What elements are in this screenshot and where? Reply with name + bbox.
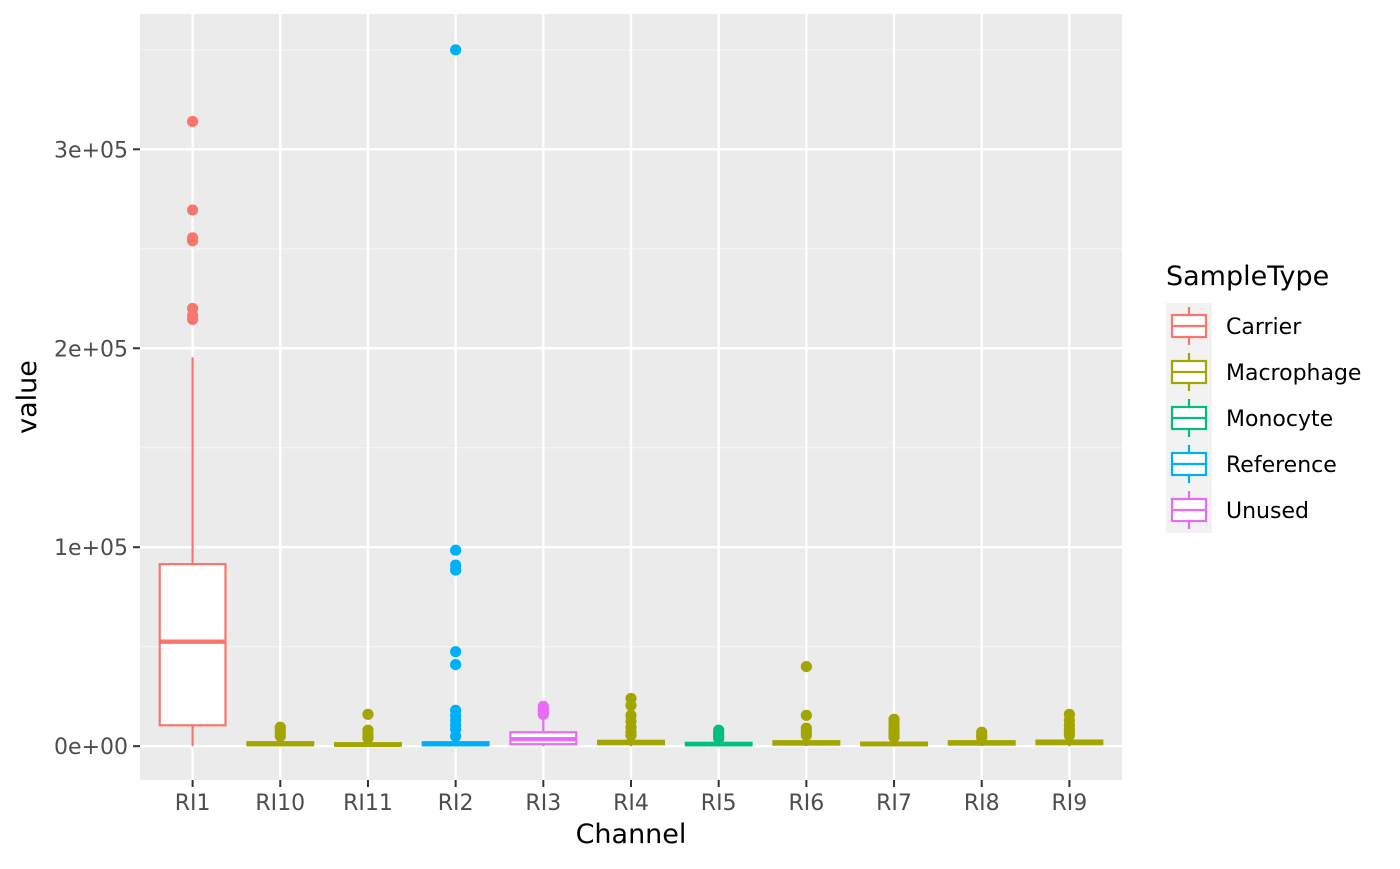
box-RI4 xyxy=(597,692,665,747)
box-RI10 xyxy=(246,721,315,747)
outlier-point xyxy=(450,564,462,576)
legend-item-carrier: Carrier xyxy=(1166,303,1302,349)
outlier-point xyxy=(362,732,374,744)
legend-label: Macrophage xyxy=(1226,361,1361,386)
outlier-point xyxy=(187,235,199,247)
legend-item-macrophage: Macrophage xyxy=(1166,349,1361,395)
y-tick-label: 0e+00 xyxy=(54,735,128,760)
legend-label: Unused xyxy=(1226,499,1309,524)
legend-item-reference: Reference xyxy=(1166,441,1337,487)
legend-title: SampleType xyxy=(1166,261,1329,292)
outlier-point xyxy=(450,730,462,742)
outlier-point xyxy=(450,44,462,56)
x-tick-label: RI11 xyxy=(343,791,393,816)
legend-items: Carrier Macrophage Monocyte Reference Unused xyxy=(1166,303,1361,533)
box-RI8 xyxy=(947,726,1016,747)
outlier-point xyxy=(800,660,812,673)
outlier-point xyxy=(362,708,374,720)
legend-label: Carrier xyxy=(1226,315,1302,340)
box-RI6 xyxy=(772,660,841,747)
outlier-point xyxy=(713,732,725,744)
legend: SampleType Carrier Macrophage Monocyte Refe… xyxy=(1166,261,1361,533)
outlier-point xyxy=(976,731,988,743)
x-tick-label: RI8 xyxy=(964,791,1000,816)
outlier-point xyxy=(537,708,549,720)
y-tick-label: 2e+05 xyxy=(54,337,128,362)
box-RI5 xyxy=(684,724,753,747)
x-tick-label: RI3 xyxy=(525,791,561,816)
box-RI7 xyxy=(860,713,929,747)
y-tick-label: 3e+05 xyxy=(54,138,128,163)
legend-item-monocyte: Monocyte xyxy=(1166,395,1333,441)
box-RI9 xyxy=(1035,708,1104,747)
outlier-point xyxy=(450,544,462,556)
x-tick-label: RI10 xyxy=(255,791,305,816)
outlier-point xyxy=(625,699,637,711)
x-tick-label: RI9 xyxy=(1052,791,1088,816)
x-tick-label: RI4 xyxy=(613,791,649,816)
outlier-point xyxy=(450,646,462,658)
outlier-point xyxy=(274,730,286,742)
box-iqr xyxy=(158,563,227,727)
legend-label: Monocyte xyxy=(1226,407,1333,432)
x-tick-label: RI1 xyxy=(175,791,211,816)
outlier-point xyxy=(450,659,462,671)
outlier-point xyxy=(888,731,900,743)
x-tick-label: RI2 xyxy=(438,791,474,816)
box-RI3 xyxy=(509,700,578,747)
legend-item-unused: Unused xyxy=(1166,487,1309,533)
x-tick-label: RI6 xyxy=(788,791,824,816)
y-axis-title: value xyxy=(12,360,43,434)
x-tick-label: RI5 xyxy=(701,791,737,816)
outlier-point xyxy=(187,115,199,128)
x-tick-label: RI7 xyxy=(876,791,912,816)
x-axis-title: Channel xyxy=(576,819,687,850)
outlier-point xyxy=(800,709,812,721)
outlier-point xyxy=(187,313,199,326)
outlier-point xyxy=(1063,729,1075,741)
box-RI11 xyxy=(333,708,402,747)
outlier-point xyxy=(800,729,812,741)
box-RI1 xyxy=(158,115,227,747)
outlier-point xyxy=(625,729,637,741)
box-RI2 xyxy=(421,44,490,747)
y-axis: 0e+00 1e+05 2e+05 3e+05 xyxy=(54,138,140,760)
x-axis: RI1 RI10 RI11 RI2 RI3 RI4 RI5 RI6 RI7 RI8 RI9 xyxy=(175,780,1088,816)
outlier-point xyxy=(187,204,199,216)
boxes xyxy=(158,44,1104,747)
legend-label: Reference xyxy=(1226,453,1337,478)
grid-lines xyxy=(140,14,1122,780)
y-tick-label: 1e+05 xyxy=(54,536,128,561)
